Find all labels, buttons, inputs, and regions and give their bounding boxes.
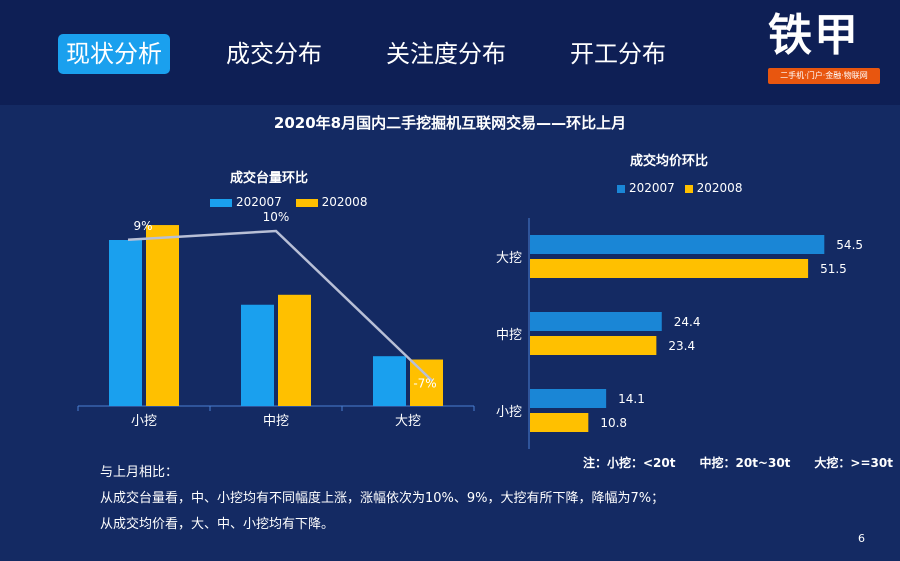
growth-rate-line [127,229,433,382]
legend-label-2020-07: 202007 [236,195,282,209]
legend-swatch-2020-08 [295,198,318,207]
legend-label-2020-08-price: 202008 [696,181,743,195]
growth-rate-label: 10% [263,210,290,224]
tab-attention-distribution[interactable]: 关注度分布 [386,40,506,68]
volume-chart-legend: 202007 202008 [210,195,367,209]
bar-202007-2 [241,304,274,406]
tab-deal-distribution[interactable]: 成交分布 [226,40,322,68]
x-tick-label: 中挖 [263,414,289,429]
legend-swatch-2020-08-price [684,184,693,193]
hbar-value-label: 10.8 [600,416,627,430]
hbar-202008-1 [530,259,809,278]
hbar-value-label: 54.5 [836,238,863,252]
hbar-value-label: 51.5 [820,262,847,276]
page-title: 2020年8月国内二手挖掘机互联网交易——环比上月 [273,114,627,132]
hbar-value-label: 23.4 [668,339,695,353]
hbar-202008-2 [530,336,657,355]
remark-line: 从成交台量看，中、小挖均有不同幅度上涨，涨幅依次为10%、9%，大挖有所下降，降… [100,491,665,506]
bar-202007-3 [373,356,406,406]
remark-line: 从成交均价看，大、中、小挖均有下降。 [100,517,335,532]
bar-202007-1 [109,240,142,406]
y-tick-label: 大挖 [496,251,522,266]
y-tick-label: 小挖 [496,405,522,420]
y-tick-label: 中挖 [496,328,522,343]
brand-logo: 铁甲 二手机·门户·金融·物联网 [768,8,880,86]
hbar-202007-2 [530,312,662,331]
x-tick-label: 大挖 [395,414,421,429]
summary-remarks: 与上月相比： 从成交台量看，中、小挖均有不同幅度上涨，涨幅依次为10%、9%，大… [100,460,664,538]
size-class-note: 注：小挖：<20t 中挖：20t~30t 大挖：>=30t [583,456,893,470]
price-chart-title: 成交均价环比 [630,154,709,169]
hbar-value-label: 14.1 [618,392,645,406]
logo-text: 铁甲 [768,10,860,61]
page-number: 6 [858,532,865,545]
legend-swatch-2020-07-price [617,184,625,193]
legend-label-2020-07-price: 202007 [629,181,675,195]
growth-rate-label: 9% [133,219,152,233]
growth-rate-label: -7% [413,377,436,391]
logo-tagline: 二手机·门户·金融·物联网 [768,68,880,84]
legend-swatch-2020-07 [210,198,232,207]
hbar-202007-3 [530,389,607,408]
bar-202008-3 [410,359,443,406]
hbar-202007-1 [530,235,825,254]
hbar-value-label: 24.4 [674,315,701,329]
bar-202008-1 [146,225,179,406]
legend-label-2020-08: 202008 [321,195,368,209]
remark-line: 与上月相比： [100,465,179,480]
volume-chart-title: 成交台量环比 [230,171,309,186]
bar-202008-2 [278,294,311,406]
top-nav-bar: 现状分析 成交分布 关注度分布 开工分布 铁甲 二手机·门户·金融·物联网 [0,0,900,105]
price-chart-legend: 202007 202008 [617,181,742,195]
tab-current-analysis[interactable]: 现状分析 [58,34,170,74]
x-tick-label: 小挖 [131,414,157,429]
tab-operation-distribution[interactable]: 开工分布 [570,40,666,68]
hbar-202008-3 [530,413,589,432]
